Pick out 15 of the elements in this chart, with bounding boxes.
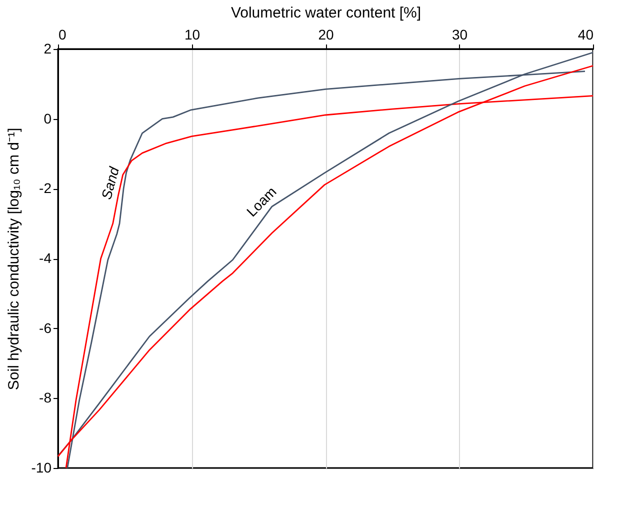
y-tick-label: -8 bbox=[39, 390, 52, 406]
x-tick-label: 10 bbox=[184, 26, 200, 42]
annotation: Sand bbox=[98, 164, 122, 201]
y-tick-label: 0 bbox=[44, 110, 52, 126]
y-tick-label: -10 bbox=[31, 460, 52, 476]
y-tick-label: -2 bbox=[39, 180, 52, 196]
y-tick-label: -6 bbox=[39, 320, 52, 336]
x-tick-label: 40 bbox=[578, 26, 594, 42]
x-tick-label: 30 bbox=[452, 26, 468, 42]
x-tick-label: 0 bbox=[58, 26, 66, 42]
x-axis-title: Volumetric water content [%] bbox=[230, 4, 422, 22]
y-tick-label: -4 bbox=[39, 250, 52, 266]
y-tick-label: 2 bbox=[44, 40, 52, 56]
x-tick-label: 20 bbox=[318, 26, 334, 42]
y-axis-title: Soil hydraulic conductivity [log₁₀ cm d⁻¹] bbox=[5, 128, 22, 390]
